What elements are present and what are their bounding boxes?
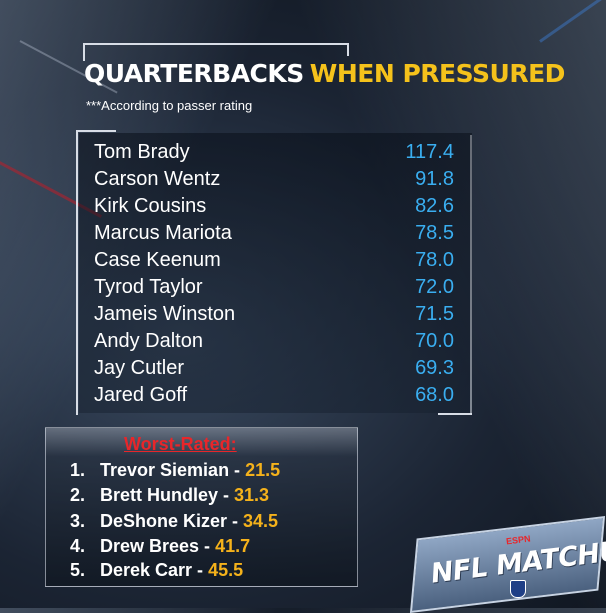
qb-rating: 78.5 [415,222,454,244]
decor-streak [539,0,606,43]
qb-name: Case Keenum [94,249,221,271]
title-white: QUARTERBACKS [84,59,304,88]
worst-name: Drew Brees - [100,536,216,556]
title-yellow: WHEN PRESSURED [309,59,566,88]
worst-rating: 45.5 [208,560,244,580]
qb-name: Jay Cutler [94,357,185,379]
worst-rated-panel [45,427,358,587]
worst-entry: DeShone Kizer - 34.5 [100,511,278,532]
rank-number: 2. [70,485,86,505]
list-item: Marcus Mariota 78.5 [94,222,454,249]
list-item: Kirk Cousins 82.6 [94,195,454,222]
rank-number: 3. [70,511,86,531]
list-item: Jay Cutler 69.3 [94,357,454,384]
worst-name: Derek Carr - [100,560,209,580]
qb-rating: 72.0 [415,276,454,298]
worst-entry: Brett Hundley - 31.3 [100,485,269,506]
qb-name: Kirk Cousins [94,195,207,217]
list-item: Carson Wentz 91.8 [94,168,454,195]
qb-rating: 69.3 [415,357,454,379]
worst-name: DeShone Kizer - [100,511,244,531]
qb-name: Tyrod Taylor [94,276,203,298]
worst-name: Brett Hundley - [100,485,235,505]
qb-name: Andy Dalton [94,330,203,352]
worst-rating: 34.5 [243,511,279,531]
frame-line [438,413,472,415]
rank-number: 4. [70,536,86,556]
qb-name: Tom Brady [94,141,190,163]
page-title: QUARTERBACKS WHEN PRESSURED [84,59,565,88]
qb-name: Jared Goff [94,384,188,406]
qb-rating: 70.0 [415,330,454,352]
subtitle: ***According to passer rating [86,98,253,113]
qb-name: Jameis Winston [94,303,236,325]
nfl-shield-icon [510,580,526,598]
qb-rating: 117.4 [405,141,454,163]
frame-line [76,130,116,132]
list-item: Jared Goff 68.0 [94,384,454,411]
qb-rating: 68.0 [415,384,454,406]
list-item: Case Keenum 78.0 [94,249,454,276]
list-item: Jameis Winston 71.5 [94,303,454,330]
worst-rating: 21.5 [245,460,281,480]
quarterbacks-panel [79,133,472,413]
worst-rated-title: Worst-Rated: [124,434,237,454]
list-item: Tom Brady 117.4 [94,141,454,168]
list-item: Andy Dalton 70.0 [94,330,454,357]
worst-rating: 31.3 [234,485,270,505]
frame-line [76,130,78,414]
qb-rating: 71.5 [415,303,454,325]
qb-rating: 91.8 [415,168,454,190]
worst-rating: 41.7 [215,536,251,556]
list-item: Tyrod Taylor 72.0 [94,276,454,303]
qb-rating: 82.6 [415,195,454,217]
worst-entry: Drew Brees - 41.7 [100,536,250,557]
frame-line [76,412,78,415]
frame-line [83,43,85,61]
frame-line [83,43,348,45]
worst-name: Trevor Siemian - [100,460,246,480]
frame-line [347,43,349,56]
rank-number: 1. [70,460,86,480]
rank-number: 5. [70,560,86,580]
qb-rating: 78.0 [415,249,454,271]
worst-entry: Derek Carr - 45.5 [100,560,243,581]
qb-name: Carson Wentz [94,168,221,190]
qb-name: Marcus Mariota [94,222,232,244]
worst-entry: Trevor Siemian - 21.5 [100,460,280,481]
